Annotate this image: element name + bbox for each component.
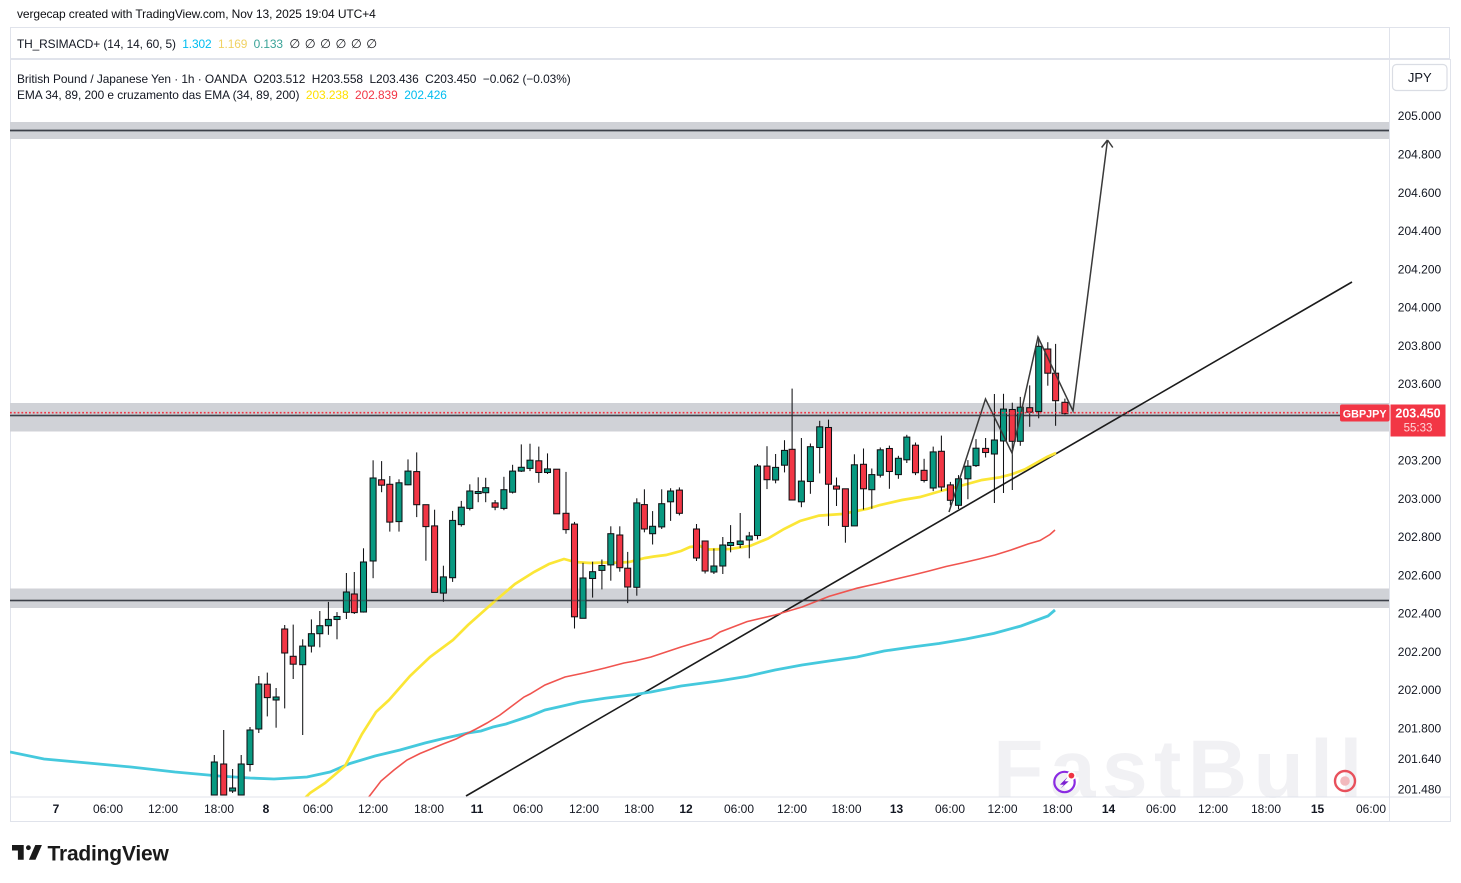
svg-text:202.800: 202.800 [1398,530,1442,544]
svg-text:13: 13 [890,802,904,816]
svg-text:202.600: 202.600 [1398,568,1442,582]
svg-text:06:00: 06:00 [935,802,965,816]
svg-text:204.000: 204.000 [1398,301,1442,315]
svg-text:15: 15 [1311,802,1325,816]
svg-text:06:00: 06:00 [724,802,754,816]
svg-text:12:00: 12:00 [777,802,807,816]
svg-text:202.000: 202.000 [1398,683,1442,697]
svg-text:18:00: 18:00 [204,802,234,816]
svg-text:06:00: 06:00 [303,802,333,816]
svg-text:55:33: 55:33 [1404,423,1433,435]
svg-text:18:00: 18:00 [1251,802,1281,816]
svg-text:7: 7 [53,802,60,816]
svg-text:203.450: 203.450 [1395,407,1440,421]
svg-text:8: 8 [263,802,270,816]
svg-text:204.800: 204.800 [1398,148,1442,162]
svg-text:201.640: 201.640 [1398,752,1442,766]
svg-text:GBPJPY: GBPJPY [1343,408,1388,420]
svg-text:11: 11 [471,802,484,816]
svg-text:12:00: 12:00 [358,802,388,816]
svg-text:204.200: 204.200 [1398,262,1442,276]
svg-text:203.200: 203.200 [1398,454,1442,468]
svg-text:12:00: 12:00 [987,802,1017,816]
svg-text:202.200: 202.200 [1398,645,1442,659]
svg-text:06:00: 06:00 [93,802,123,816]
svg-text:06:00: 06:00 [1356,802,1386,816]
svg-text:201.800: 201.800 [1398,721,1442,735]
svg-text:202.400: 202.400 [1398,607,1442,621]
svg-text:201.480: 201.480 [1398,783,1442,797]
svg-text:FastBull: FastBull [993,724,1368,815]
svg-text:14: 14 [1102,802,1116,816]
svg-text:JPY: JPY [1408,70,1432,85]
svg-text:203.600: 203.600 [1398,377,1442,391]
svg-text:06:00: 06:00 [513,802,543,816]
svg-text:18:00: 18:00 [831,802,861,816]
svg-text:TradingView: TradingView [48,843,170,866]
svg-text:12:00: 12:00 [569,802,599,816]
svg-text:205.000: 205.000 [1398,109,1442,123]
svg-text:12:00: 12:00 [148,802,178,816]
svg-text:12:00: 12:00 [1198,802,1228,816]
svg-text:18:00: 18:00 [1042,802,1072,816]
svg-text:06:00: 06:00 [1146,802,1176,816]
svg-text:204.400: 204.400 [1398,224,1442,238]
svg-text:203.000: 203.000 [1398,492,1442,506]
svg-text:203.800: 203.800 [1398,339,1442,353]
svg-text:18:00: 18:00 [414,802,444,816]
svg-text:18:00: 18:00 [624,802,654,816]
svg-text:204.600: 204.600 [1398,186,1442,200]
svg-text:12: 12 [679,802,693,816]
